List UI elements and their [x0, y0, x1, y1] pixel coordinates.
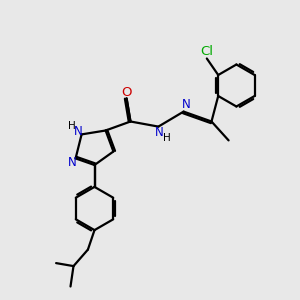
- Text: N: N: [182, 98, 190, 112]
- Text: N: N: [154, 126, 164, 139]
- Text: H: H: [163, 133, 170, 143]
- Text: O: O: [121, 86, 132, 99]
- Text: N: N: [74, 125, 83, 138]
- Text: N: N: [68, 156, 77, 170]
- Text: Cl: Cl: [200, 45, 213, 58]
- Text: H: H: [68, 121, 76, 131]
